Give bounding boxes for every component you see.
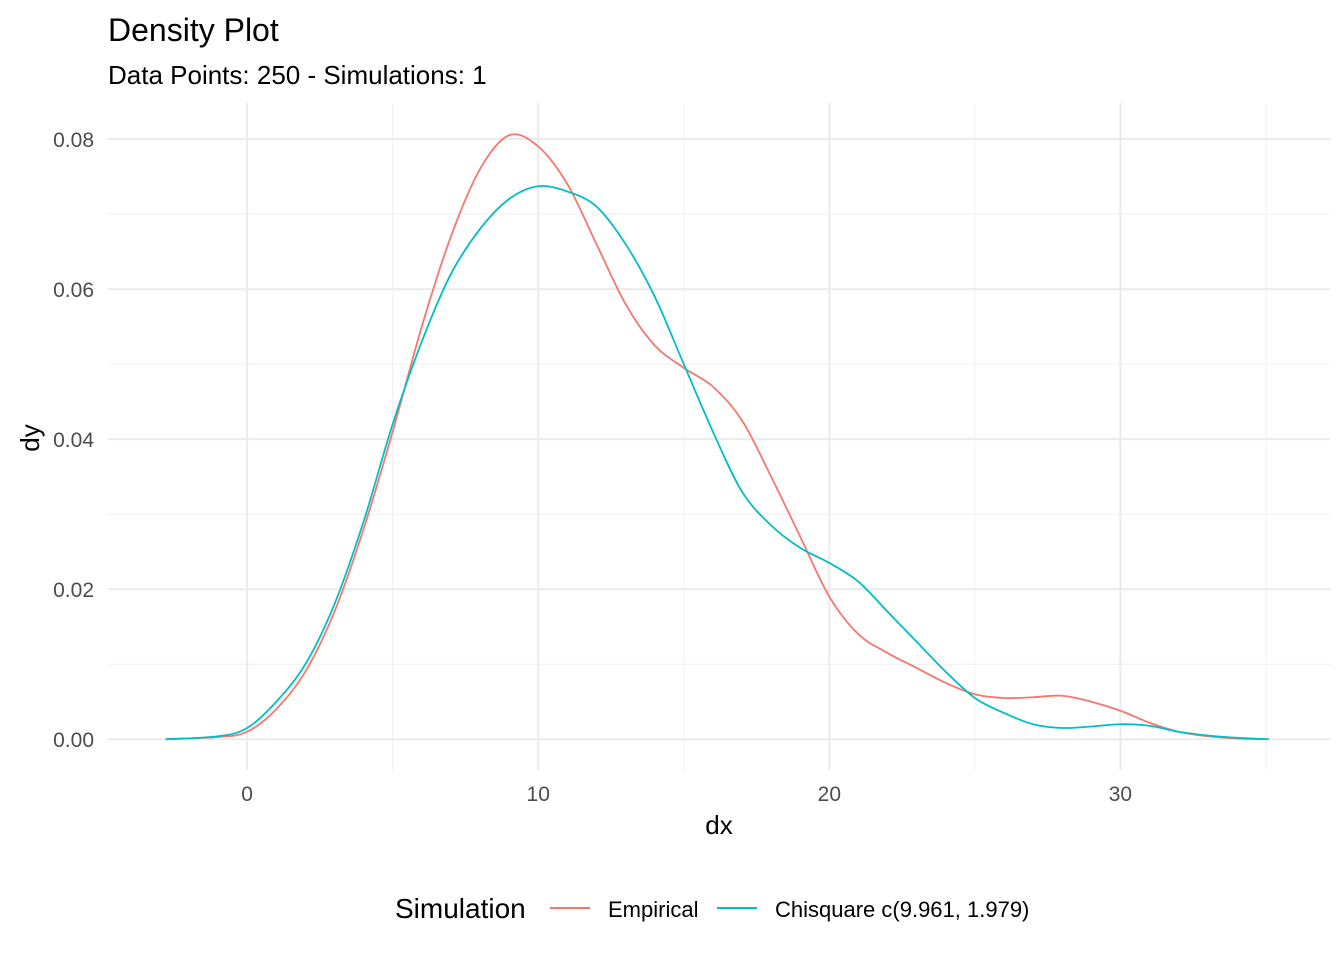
chart-subtitle: Data Points: 250 - Simulations: 1 — [108, 60, 487, 90]
y-tick-label: 0.02 — [53, 579, 94, 602]
legend-label-empirical: Empirical — [608, 897, 698, 922]
x-tick-label: 30 — [1109, 783, 1132, 806]
chart-title: Density Plot — [108, 12, 279, 48]
y-tick-label: 0.08 — [53, 129, 94, 152]
legend-title: Simulation — [395, 893, 526, 924]
y-tick-label: 0.00 — [53, 729, 94, 752]
axis-ticks: 0 10 20 30 0.00 0.02 0.04 0.06 0.08 — [53, 129, 1132, 806]
grid — [108, 103, 1330, 770]
y-tick-label: 0.04 — [53, 429, 94, 452]
series-lines — [165, 133, 1269, 741]
y-axis-label: dy — [15, 424, 45, 451]
x-tick-label: 20 — [818, 783, 841, 806]
series-line-chisquare — [165, 185, 1269, 741]
legend: Simulation Empirical Chisquare c(9.961, … — [395, 893, 1029, 924]
x-tick-label: 0 — [241, 783, 253, 806]
y-tick-label: 0.06 — [53, 279, 94, 302]
x-tick-label: 10 — [527, 783, 550, 806]
legend-label-chisquare: Chisquare c(9.961, 1.979) — [775, 897, 1029, 922]
series-line-empirical — [165, 133, 1269, 741]
x-axis-label: dx — [705, 810, 732, 840]
